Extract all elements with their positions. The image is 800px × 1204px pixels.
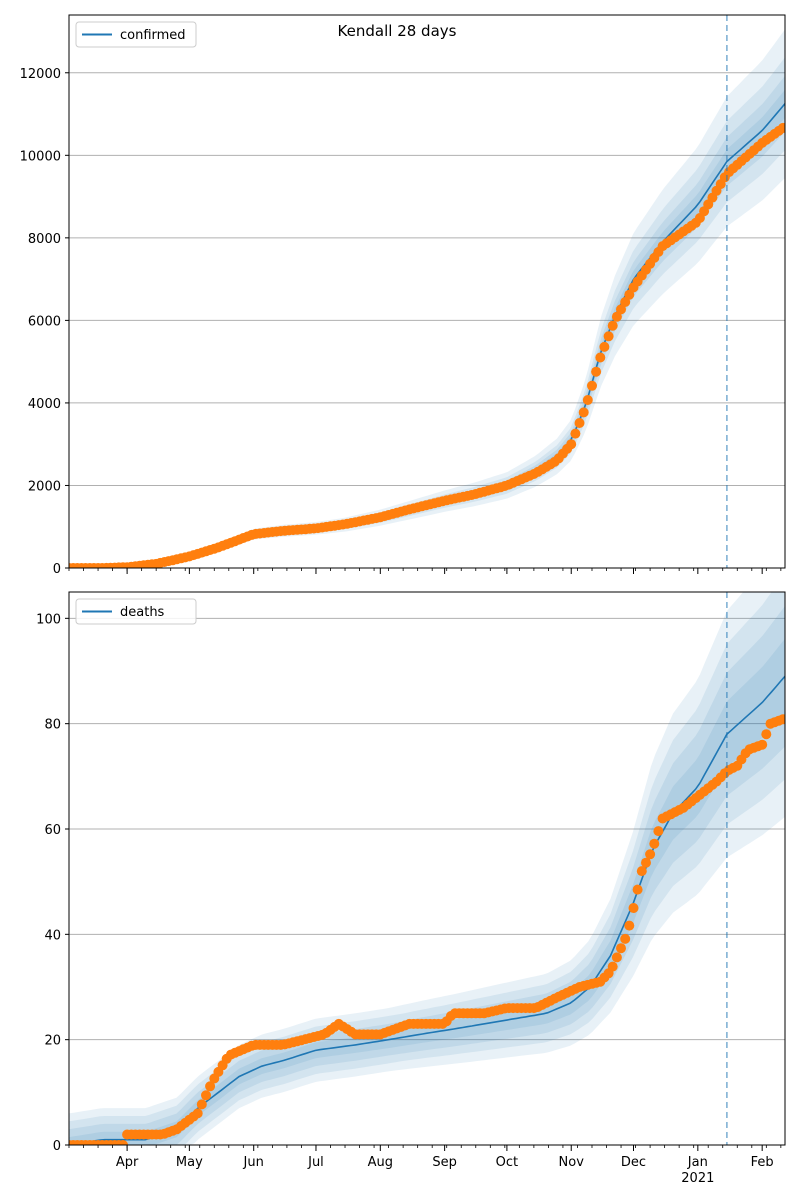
observed-point — [603, 331, 614, 342]
plot-area — [69, 15, 785, 568]
uncertainty-band — [69, 57, 785, 568]
observed-point — [649, 838, 660, 849]
y-tick-label: 6000 — [28, 314, 61, 329]
x-axis: Apr May Jun Jul Aug Sep Oct Nov Dec Jan Feb 2021 — [116, 1155, 774, 1186]
x-tick-label: Jun — [243, 1155, 264, 1170]
observed-point — [118, 1140, 128, 1145]
observed-point — [595, 352, 606, 363]
observed-point — [582, 395, 593, 405]
observed-point — [628, 903, 639, 913]
x-tick-label: May — [176, 1155, 203, 1170]
observed-point — [566, 439, 577, 450]
legend: confirmed — [75, 21, 197, 48]
observed-point — [201, 1090, 211, 1101]
y-tick-label: 8000 — [28, 232, 61, 247]
figure-title: Kendall 28 days — [338, 22, 457, 40]
x-tick-label: Apr — [116, 1155, 139, 1170]
y-tick-label: 10000 — [20, 149, 61, 164]
observed-point — [570, 428, 581, 439]
axes-frame — [68, 14, 786, 569]
plot-area — [69, 592, 785, 1145]
uncertainty-band — [69, 29, 785, 568]
observed-point — [607, 961, 618, 972]
x-year-label: 2021 — [681, 1171, 714, 1186]
y-tick-label: 0 — [53, 1139, 61, 1154]
x-tick-label: Oct — [496, 1155, 518, 1170]
observed-point — [192, 1108, 203, 1119]
legend-label: deaths — [120, 605, 165, 620]
legend: deaths — [75, 598, 197, 625]
x-tick-label: Aug — [368, 1155, 393, 1170]
y-tick-label: 40 — [44, 928, 61, 943]
legend-box — [75, 21, 197, 48]
x-tick-label: Jan — [687, 1155, 708, 1170]
y-tick-label: 60 — [44, 823, 61, 838]
observed-point — [599, 341, 610, 352]
x-tick-label: Jul — [307, 1155, 324, 1170]
observed-point — [777, 122, 785, 133]
observed-point — [574, 418, 585, 428]
observed-point — [591, 366, 602, 377]
y-tick-label: 100 — [36, 612, 61, 627]
y-tick-label: 0 — [53, 562, 61, 577]
observed-point — [205, 1081, 216, 1092]
y-tick-label: 20 — [44, 1034, 61, 1049]
observed-point — [641, 857, 651, 868]
x-tick-label: Nov — [559, 1155, 585, 1170]
observed-point — [616, 943, 626, 954]
y-tick-label: 12000 — [20, 67, 61, 82]
observed-point — [620, 933, 631, 944]
legend-box — [75, 598, 197, 625]
y-tick-label: 2000 — [28, 479, 61, 494]
x-tick-label: Dec — [621, 1155, 646, 1170]
observed-point — [632, 884, 643, 895]
y-tick-label: 4000 — [28, 397, 61, 412]
observed-point — [624, 289, 635, 300]
observed-point — [624, 920, 635, 931]
observed-point — [777, 714, 785, 725]
observed-point — [587, 380, 597, 391]
uncertainty-band — [69, 592, 785, 1145]
confirmed-panel: 0 2000 4000 6000 8000 10000 12000 confirmed — [20, 14, 786, 577]
observed-point — [616, 304, 626, 315]
x-tick-label: Feb — [751, 1155, 774, 1170]
observed-point — [607, 320, 618, 331]
legend-label: confirmed — [120, 28, 186, 43]
axes-frame — [68, 591, 786, 1146]
observed-point — [653, 826, 664, 837]
observed-point — [636, 866, 647, 877]
x-tick-label: Sep — [432, 1155, 457, 1170]
observed-point — [196, 1099, 207, 1110]
y-tick-label: 80 — [44, 718, 61, 733]
observed-point — [645, 849, 656, 860]
observed-point — [761, 729, 772, 740]
uncertainty-band — [69, 75, 785, 568]
observed-point — [611, 311, 622, 322]
deaths-panel: 0 20 40 60 80 100 deaths — [36, 591, 786, 1154]
observed-point — [757, 739, 768, 750]
observed-point — [578, 407, 589, 418]
observed-point — [620, 297, 631, 307]
observed-point — [611, 952, 622, 963]
